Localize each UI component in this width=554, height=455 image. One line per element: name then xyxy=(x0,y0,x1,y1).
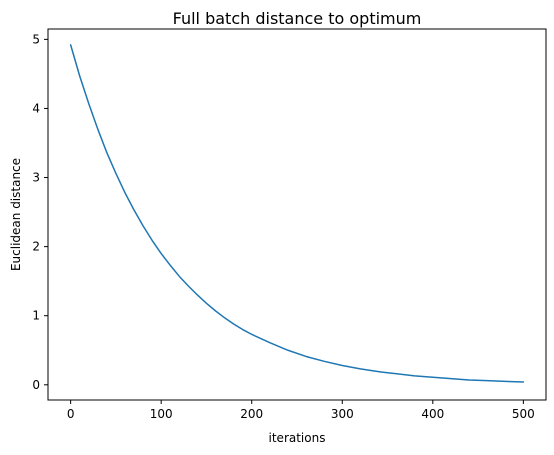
y-tick-label: 4 xyxy=(32,101,40,115)
y-tick-label: 0 xyxy=(32,378,40,392)
y-axis-label: Euclidean distance xyxy=(9,158,23,271)
y-tick-label: 2 xyxy=(32,240,40,254)
x-tick-label: 100 xyxy=(150,407,173,421)
x-tick-label: 400 xyxy=(421,407,444,421)
x-tick-label: 200 xyxy=(240,407,263,421)
y-tick-label: 5 xyxy=(32,32,40,46)
axes-frame xyxy=(47,28,547,401)
chart-title: Full batch distance to optimum xyxy=(173,9,422,28)
series-line xyxy=(69,44,525,383)
x-tick-label: 300 xyxy=(331,407,354,421)
x-axis-ticks: 0 100 200 300 400 500 xyxy=(67,400,535,421)
y-axis-ticks: 0 1 2 3 4 5 xyxy=(32,32,48,392)
y-tick-label: 1 xyxy=(32,309,40,323)
plot-area xyxy=(47,28,547,401)
x-axis-label: iterations xyxy=(269,431,326,445)
x-tick-label: 500 xyxy=(512,407,535,421)
x-tick-label: 0 xyxy=(67,407,75,421)
series-layer xyxy=(69,44,525,383)
y-tick-label: 3 xyxy=(32,171,40,185)
